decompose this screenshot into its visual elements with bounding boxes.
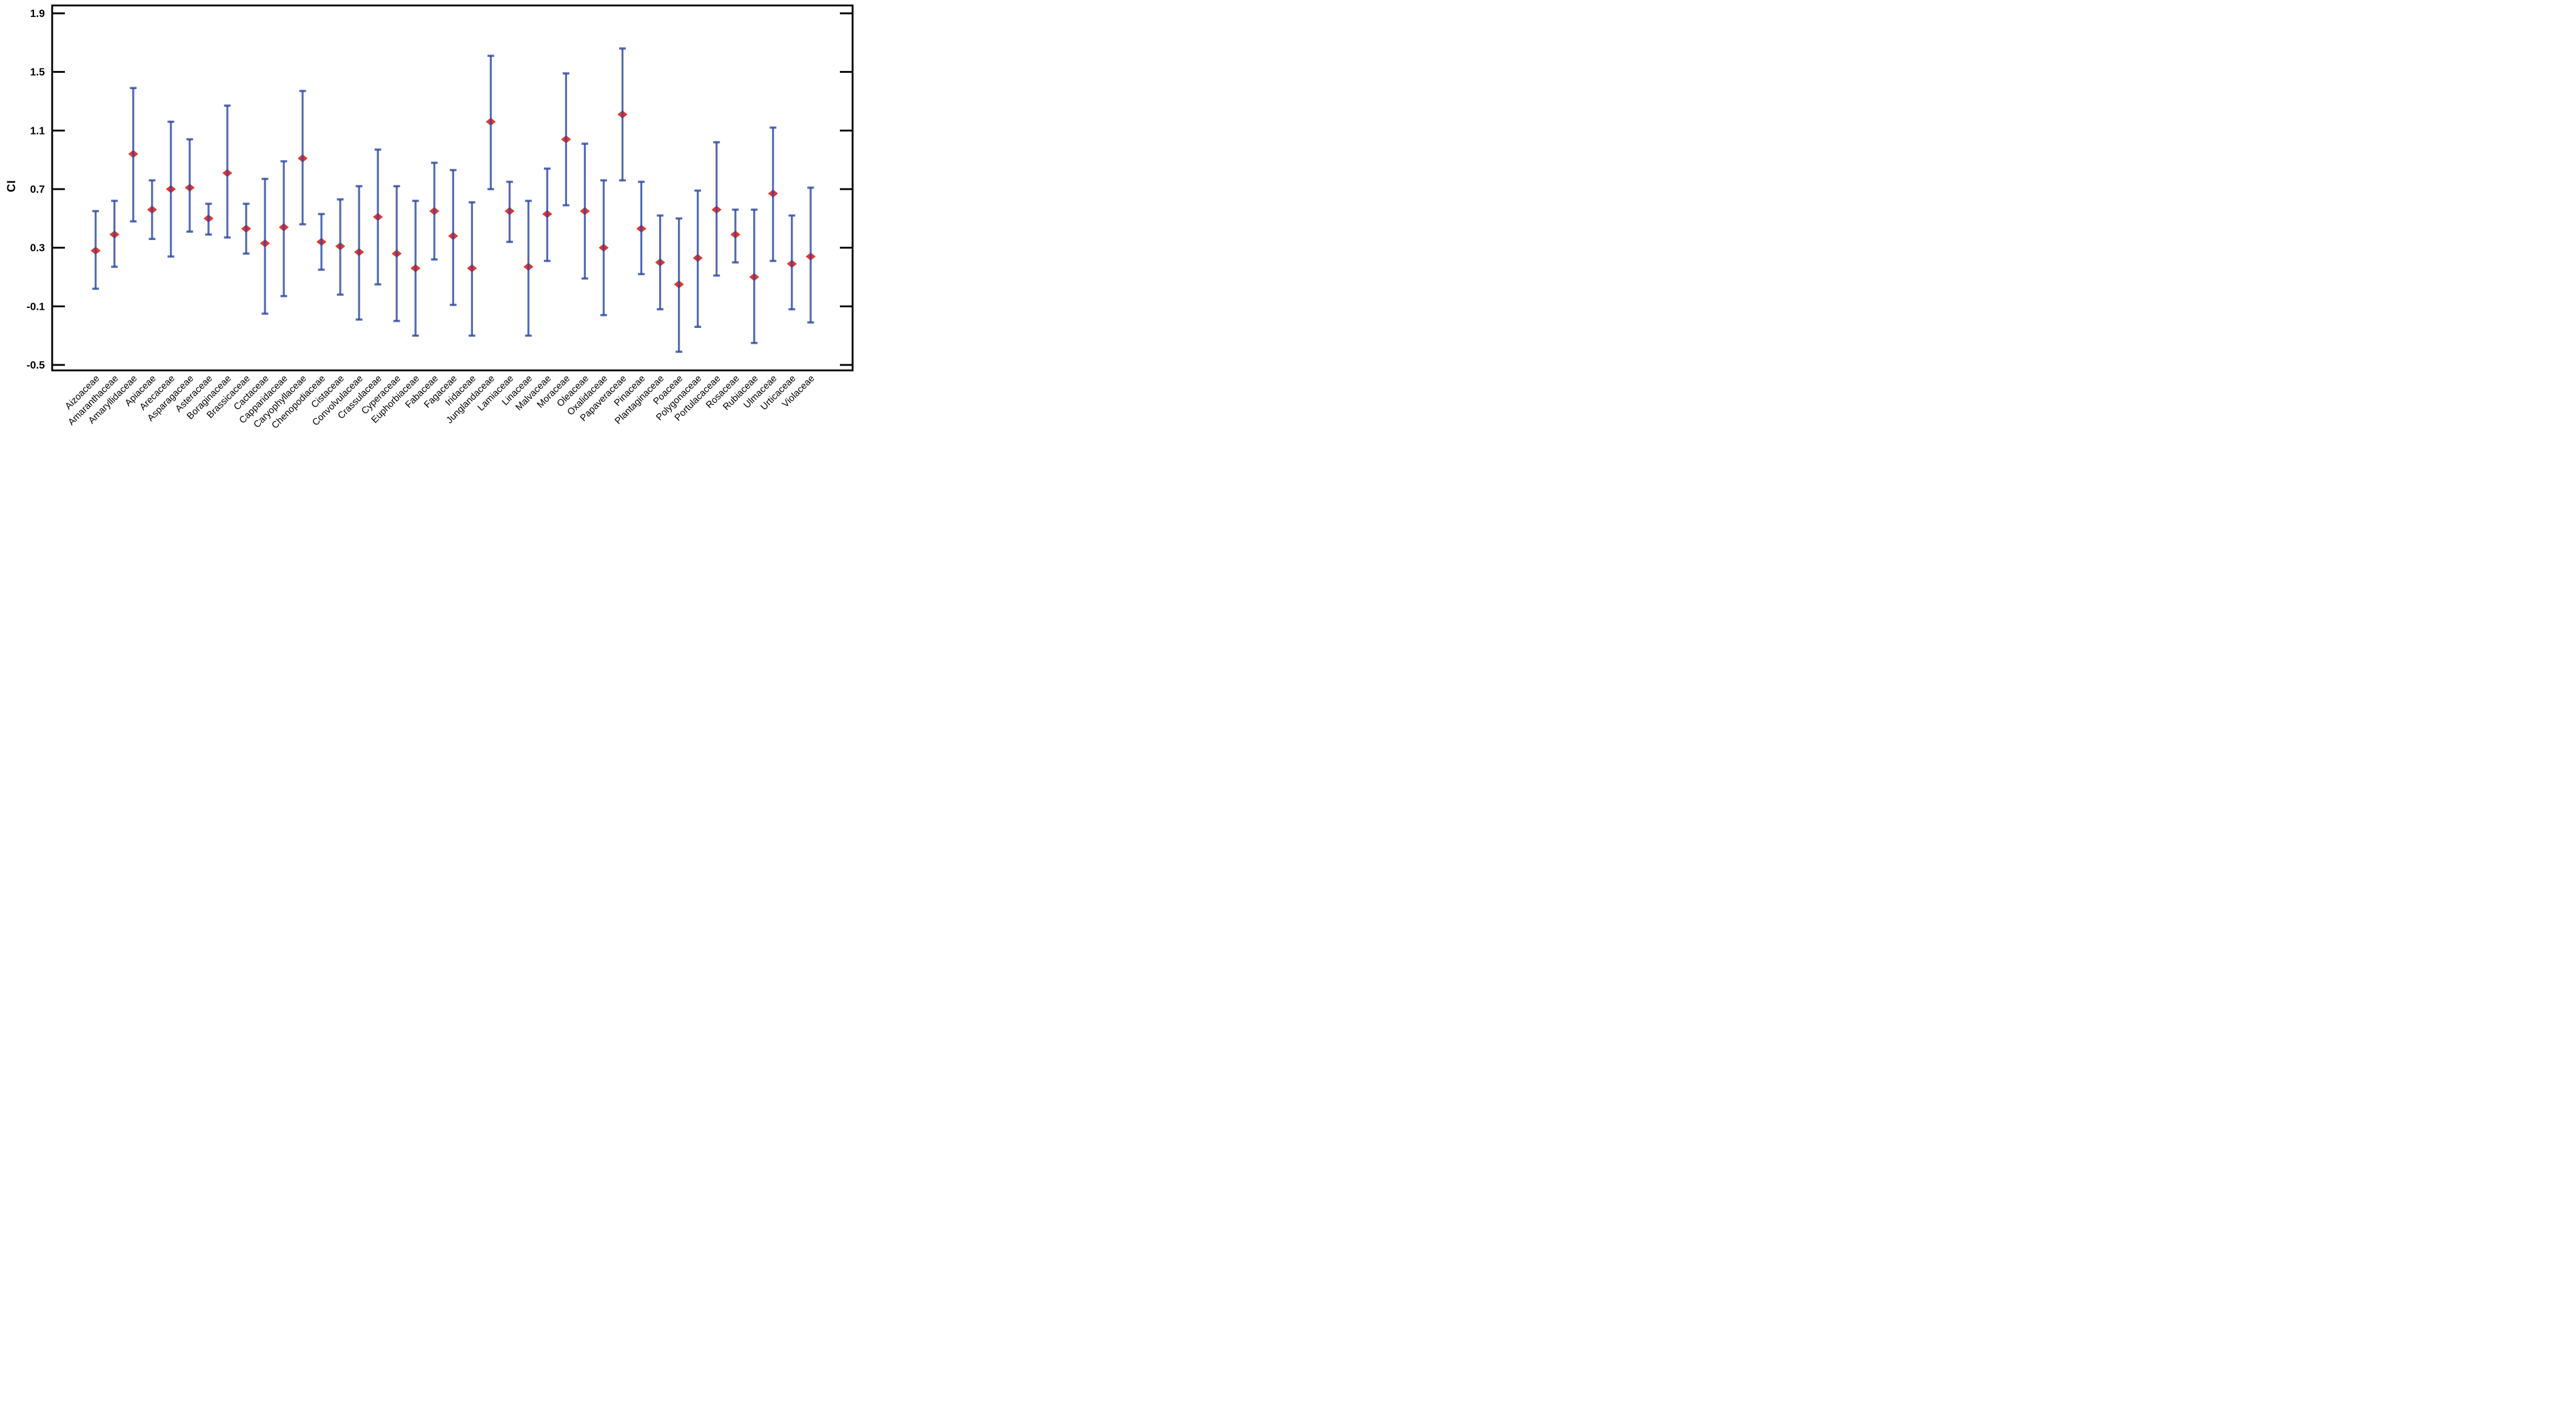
y-axis-label: CI: [5, 180, 18, 192]
errorbar-point: [580, 142, 590, 280]
errorbar-point: [542, 167, 552, 262]
errorbar-point: [241, 202, 252, 255]
errorbar-point: [222, 104, 233, 239]
errorbar-point: [297, 90, 308, 226]
y-tick-label: 0.7: [30, 183, 45, 195]
plot-border: [51, 4, 854, 372]
errorbar-point: [636, 181, 646, 275]
errorbar-point: [260, 178, 270, 315]
errorbar-point: [467, 201, 477, 337]
errorbar-point: [391, 185, 402, 322]
y-tick-label: -0.1: [27, 300, 45, 312]
errorbar-point: [335, 198, 346, 296]
y-tick-label: 1.5: [30, 66, 45, 78]
errorbar-point: [787, 214, 797, 310]
ci-errorbar-chart: 1.91.51.10.70.3-0.1-0.5AizoaceaeAmaranth…: [27, 4, 854, 431]
errorbar-point: [674, 217, 684, 353]
errorbar-point: [90, 210, 101, 290]
errorbar-point: [693, 189, 703, 328]
errorbar-point: [730, 209, 740, 264]
errorbar-point: [278, 160, 289, 298]
errorbar-point: [599, 179, 609, 316]
errorbar-point: [184, 138, 195, 233]
errorbar-point: [109, 199, 119, 268]
errorbar-point: [486, 55, 496, 190]
errorbar-point: [166, 121, 176, 258]
errorbar-point: [354, 185, 364, 321]
errorbar-point: [411, 199, 421, 337]
errorbar-point: [768, 126, 778, 262]
errorbar-point: [655, 214, 665, 310]
y-tick-label: 1.1: [30, 124, 45, 136]
errorbar-point: [749, 209, 759, 344]
errorbar-point: [805, 186, 816, 324]
ci-errorbar-figure: CI 1.9 1.5 1.1 0.7 0.3 -0.1 -0.5 Aizoaceae Amara…: [0, 0, 859, 470]
y-tick-label: 1.9: [30, 7, 45, 19]
y-tick-label: -0.5: [27, 359, 45, 371]
y-tick-label: 0.3: [30, 242, 45, 254]
errorbar-point: [429, 161, 440, 261]
errorbar-point: [561, 72, 571, 207]
errorbar-point: [372, 148, 383, 286]
errorbar-point: [505, 181, 515, 243]
errorbar-point: [711, 141, 722, 277]
errorbar-point: [617, 47, 628, 182]
errorbar-point: [448, 169, 458, 306]
errorbar-point: [203, 202, 214, 236]
errorbar-point: [128, 87, 138, 222]
errorbar-point: [147, 179, 157, 240]
errorbar-point: [316, 213, 327, 271]
errorbar-point: [523, 199, 534, 337]
